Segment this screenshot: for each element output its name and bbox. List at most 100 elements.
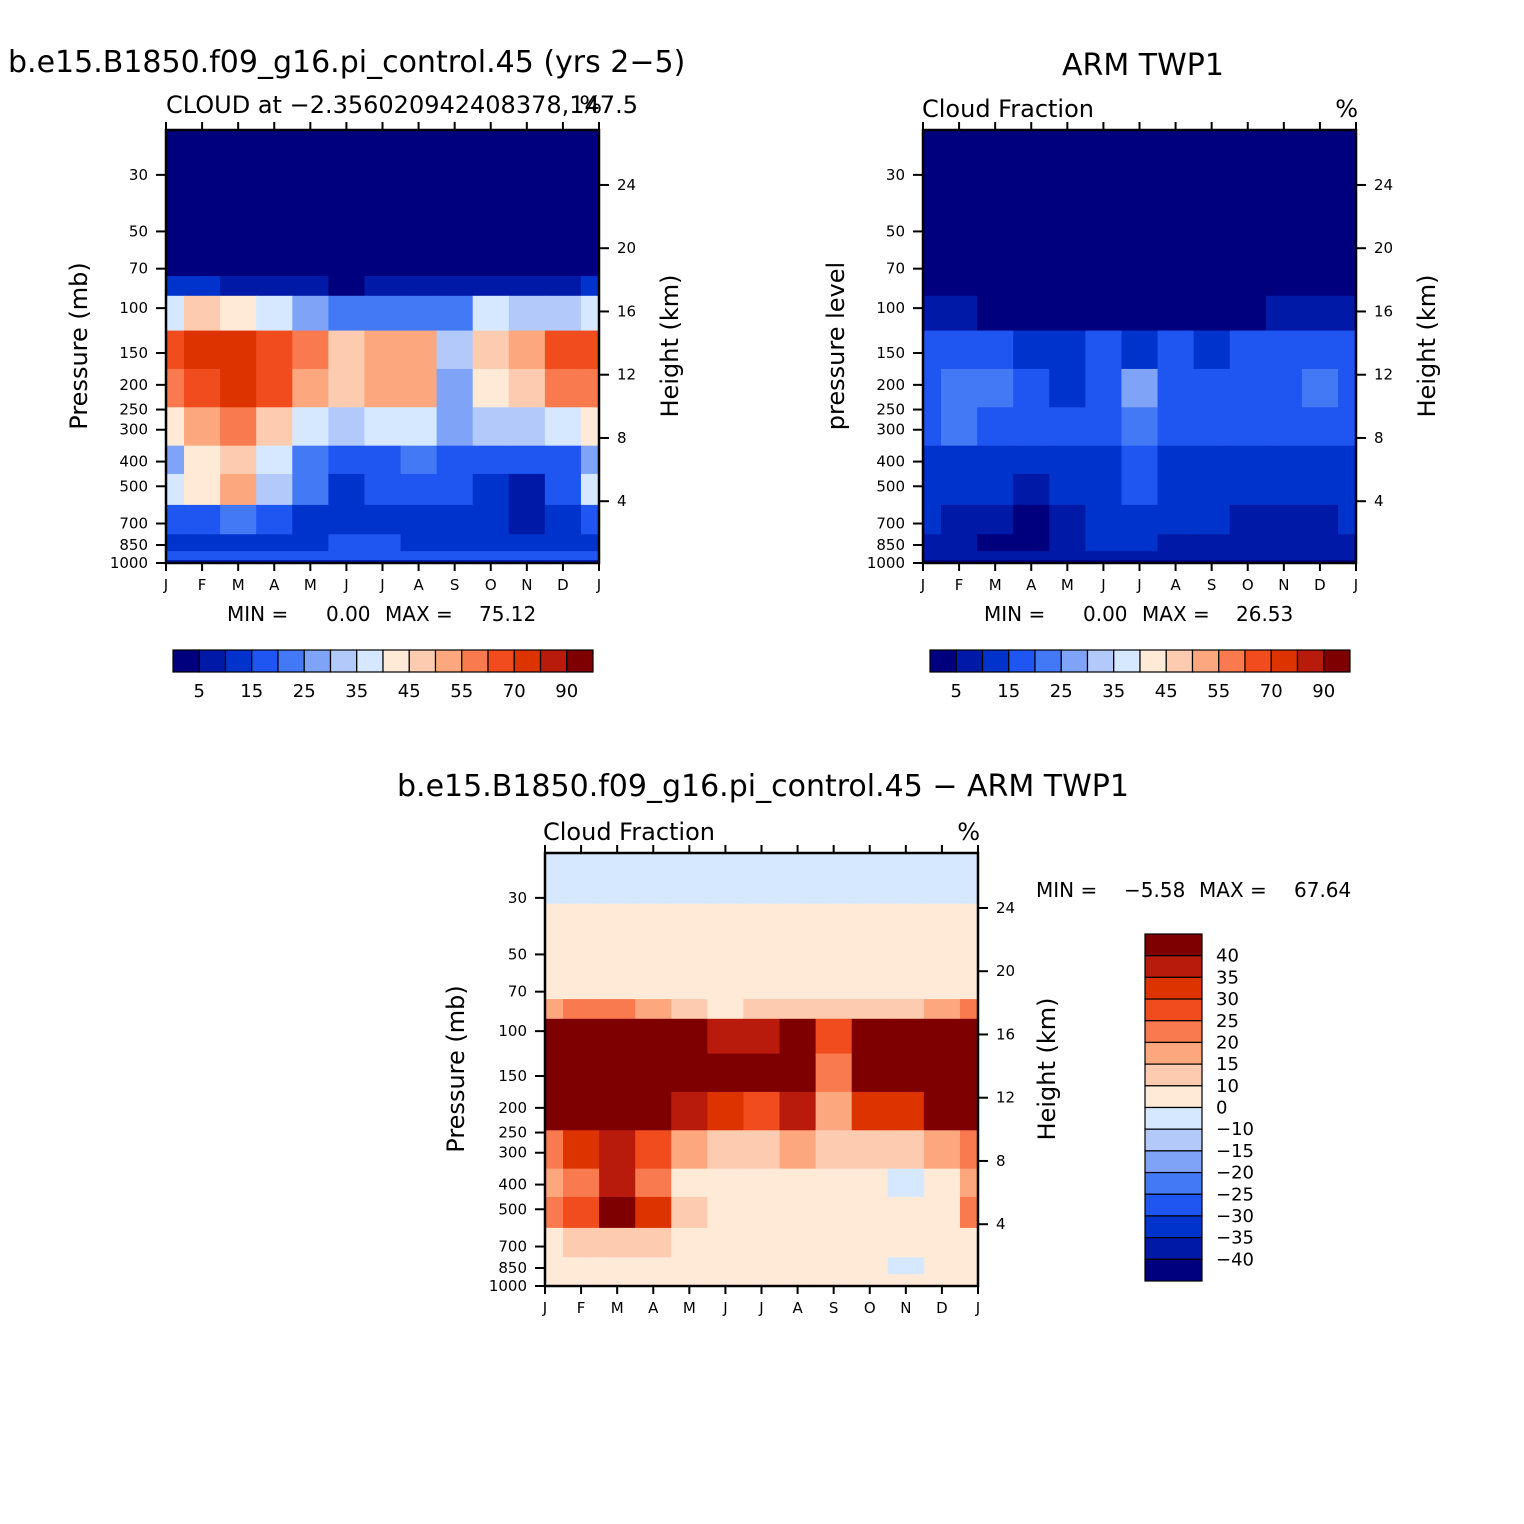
heatmap-cell: [1265, 445, 1303, 475]
heatmap-cell: [959, 999, 978, 1020]
heatmap-cell: [1229, 130, 1267, 182]
heatmap-cell: [779, 1274, 817, 1284]
x-tick-label: J: [343, 576, 348, 594]
heatmap-cell: [1229, 534, 1267, 552]
heatmap-cell: [1265, 551, 1303, 561]
x-tick-label: J: [379, 576, 384, 594]
heatmap-cell: [959, 1053, 978, 1093]
panel-model-max-label: MAX =: [385, 602, 453, 626]
heatmap-cell: [508, 445, 546, 475]
x-tick-label: M: [611, 1299, 624, 1317]
x-tick-label: A: [648, 1299, 659, 1317]
heatmap-cell: [580, 560, 599, 563]
heatmap-cell: [328, 473, 366, 506]
heatmap-cell: [707, 973, 745, 1000]
heatmap-cell: [1265, 534, 1303, 552]
heatmap-cell: [256, 504, 293, 535]
heatmap-cell: [1265, 560, 1303, 563]
heatmap-cell: [1121, 445, 1159, 475]
heatmap-cell: [1337, 250, 1356, 277]
heatmap-cell: [1193, 560, 1231, 563]
heatmap-cell: [707, 1091, 745, 1131]
heatmap-cell: [436, 560, 474, 563]
colorbar-label: 45: [398, 681, 421, 702]
heatmap-cell: [364, 407, 402, 447]
heatmap-cell: [635, 1257, 672, 1275]
x-tick-label: N: [1278, 576, 1289, 594]
heatmap-cell: [472, 445, 510, 475]
heatmap-field: [923, 130, 1356, 563]
heatmap-cell: [364, 276, 402, 297]
heatmap-cell: [1337, 330, 1356, 370]
heatmap-cell: [1229, 473, 1267, 506]
colorbar-label: 10: [1216, 1076, 1239, 1097]
x-tick-label: J: [758, 1299, 763, 1317]
heatmap-cell: [599, 999, 636, 1020]
heatmap-cell: [1049, 330, 1086, 370]
heatmap-cell: [599, 1274, 636, 1284]
heatmap-cell: [184, 407, 221, 447]
heatmap-cell: [364, 180, 402, 251]
heatmap-cell: [472, 368, 510, 408]
heatmap-cell: [779, 1227, 817, 1258]
heatmap-cell: [1193, 534, 1231, 552]
heatmap-cell: [563, 853, 600, 905]
heatmap-cell: [923, 1257, 961, 1275]
heatmap-cell: [851, 853, 889, 905]
heatmap-cell: [166, 407, 185, 447]
heatmap-cell: [563, 1168, 600, 1198]
panel-obs-min-label: MIN =: [984, 602, 1045, 626]
y2-tick-label: 8: [1374, 429, 1384, 447]
heatmap-cell: [256, 276, 293, 297]
heatmap-cell: [472, 276, 510, 297]
heatmap-cell: [1049, 445, 1086, 475]
heatmap-cell: [400, 330, 438, 370]
x-tick-label: M: [1061, 576, 1074, 594]
heatmap-cell: [1301, 551, 1339, 561]
heatmap-cell: [436, 551, 474, 561]
y2-tick-label: 20: [1374, 239, 1393, 257]
heatmap-cell: [1085, 534, 1123, 552]
panel-model-colorbar: 5 15 25 35 45 55 70 90: [172, 649, 594, 702]
heatmap-cell: [851, 1130, 889, 1170]
heatmap-cell: [1049, 560, 1086, 563]
heatmap-cell: [364, 368, 402, 408]
heatmap-cell: [292, 504, 329, 535]
heatmap-cell: [1013, 551, 1050, 561]
heatmap-cell: [1229, 504, 1267, 535]
heatmap-cell: [184, 295, 221, 332]
y2-tick-label: 4: [1374, 492, 1384, 510]
heatmap-cell: [1157, 407, 1195, 447]
heatmap-cell: [256, 445, 293, 475]
heatmap-cell: [923, 473, 942, 506]
heatmap-cell: [563, 1091, 600, 1131]
heatmap-cell: [292, 295, 329, 332]
heatmap-cell: [364, 130, 402, 182]
heatmap-cell: [1193, 473, 1231, 506]
heatmap-cell: [184, 250, 221, 277]
heatmap-cell: [671, 999, 708, 1020]
heatmap-cell: [635, 1274, 672, 1284]
x-tick-label: N: [900, 1299, 911, 1317]
heatmap-cell: [1157, 560, 1195, 563]
y2-tick-label: 4: [617, 492, 627, 510]
heatmap-cell: [545, 1196, 564, 1229]
heatmap-cell: [364, 504, 402, 535]
y-tick-label: 100: [498, 1022, 527, 1040]
x-tick-label: S: [1207, 576, 1217, 594]
heatmap-cell: [184, 330, 221, 370]
heatmap-cell: [941, 276, 978, 297]
heatmap-cell: [815, 973, 853, 1000]
heatmap-cell: [400, 560, 438, 563]
heatmap-cell: [166, 534, 185, 552]
heatmap-cell: [563, 1257, 600, 1275]
heatmap-cell: [400, 250, 438, 277]
heatmap-cell: [959, 1283, 978, 1286]
x-tick-label: A: [1170, 576, 1181, 594]
heatmap-cell: [599, 1018, 636, 1055]
heatmap-cell: [580, 276, 599, 297]
heatmap-cell: [599, 1168, 636, 1198]
y2-tick-label: 24: [617, 176, 636, 194]
heatmap-cell: [1229, 330, 1267, 370]
heatmap-cell: [400, 130, 438, 182]
